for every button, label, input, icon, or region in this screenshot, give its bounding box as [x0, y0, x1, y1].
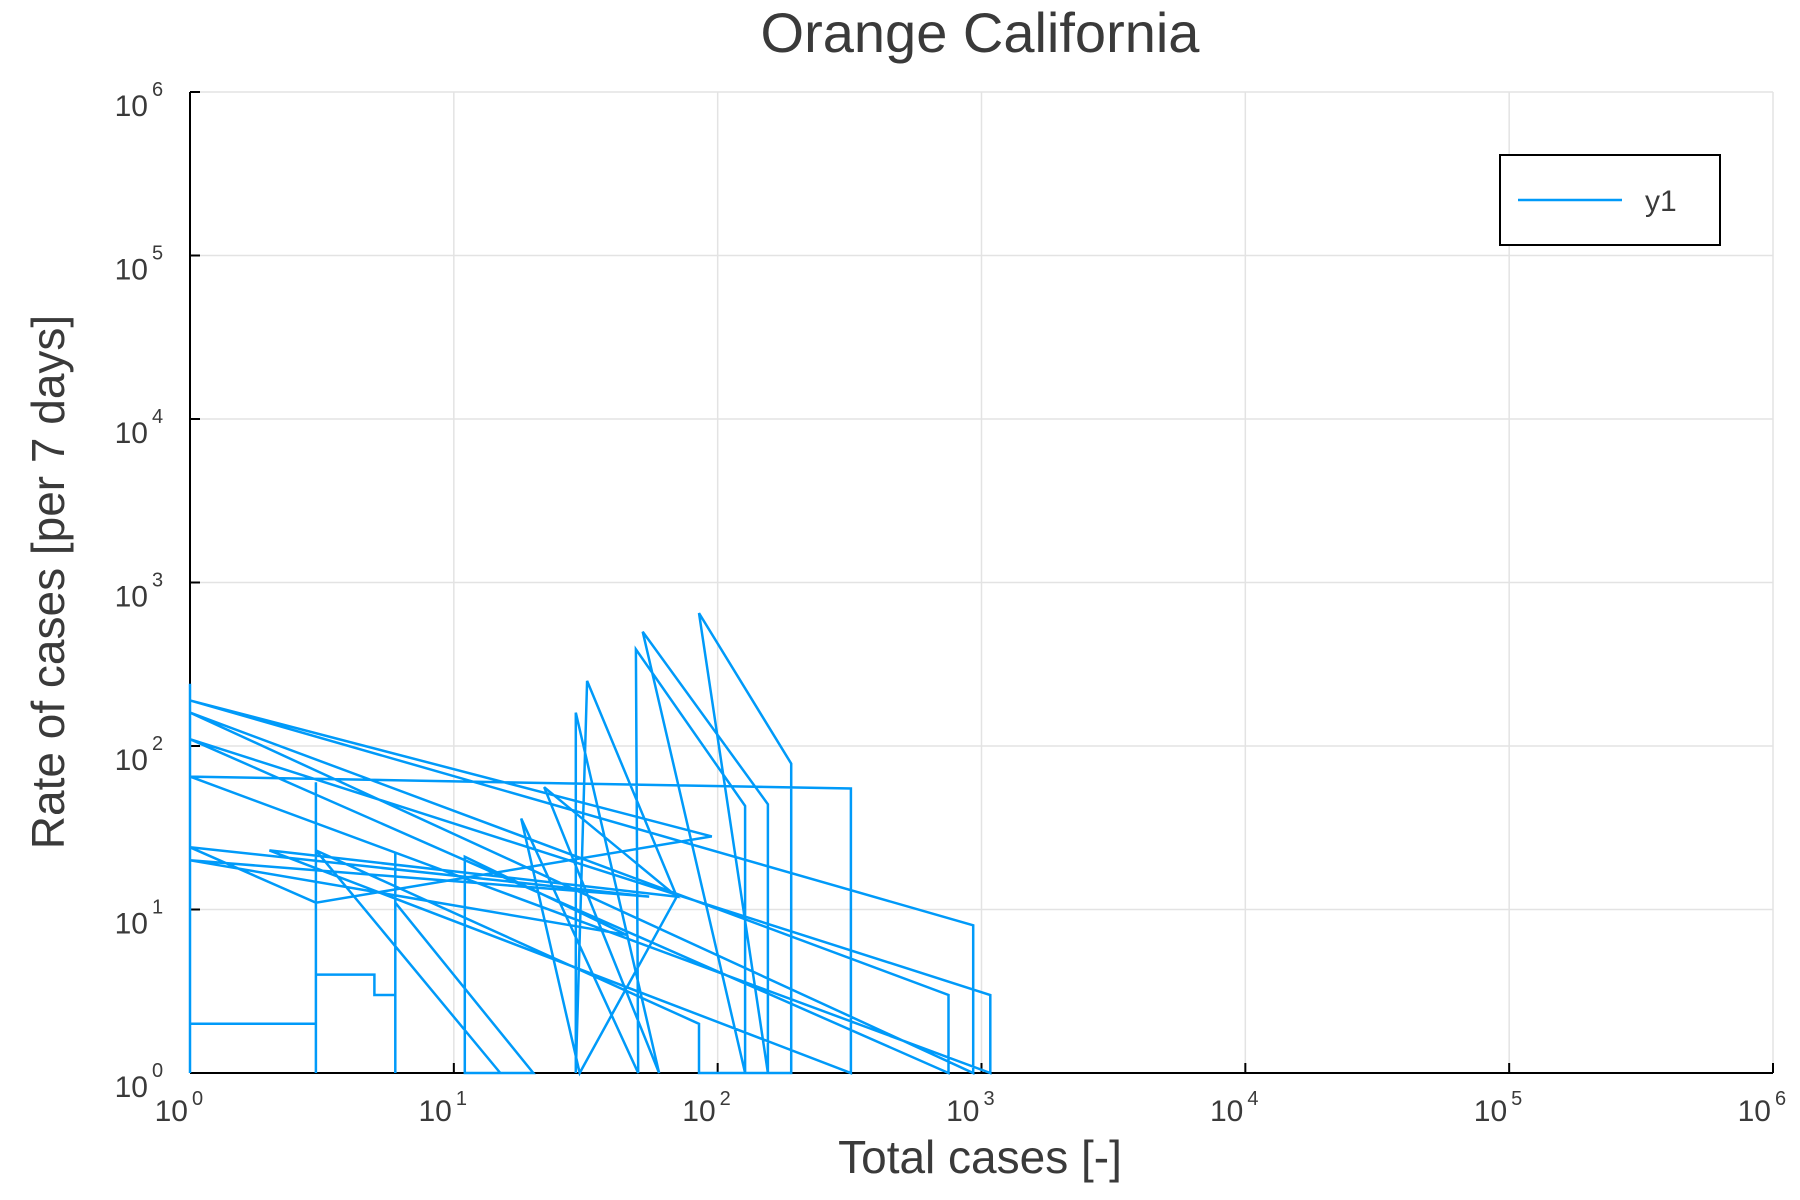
x-axis-label: Total cases [-]: [838, 1131, 1122, 1183]
y-tick-label: 10: [115, 744, 148, 777]
series-line-y1: [188, 612, 992, 1077]
x-tick-label: 10: [946, 1095, 979, 1128]
y-tick-label: 10: [115, 908, 148, 941]
chart-title: Orange California: [761, 1, 1201, 64]
legend-label-y1: y1: [1645, 185, 1677, 218]
y-tick-exponent: 5: [152, 243, 163, 265]
y-tick-exponent: 0: [152, 1060, 163, 1082]
x-tick-label: 10: [682, 1095, 715, 1128]
x-tick-exponent: 0: [192, 1088, 203, 1110]
y-tick-label: 10: [115, 1071, 148, 1104]
legend: y1: [1499, 154, 1721, 246]
x-tick-label: 10: [1474, 1095, 1507, 1128]
x-tick-exponent: 4: [1247, 1088, 1258, 1110]
series-layer: [188, 612, 992, 1077]
x-tick-label: 10: [155, 1095, 188, 1128]
x-tick-labels: 10 0 10 1 10 2 10 3 10 4 10 5 10 6: [155, 1088, 1787, 1128]
y-tick-label: 10: [115, 90, 148, 123]
y-tick-exponent: 1: [152, 897, 163, 919]
x-tick-exponent: 1: [456, 1088, 467, 1110]
y-tick-label: 10: [115, 254, 148, 287]
x-tick-label: 10: [418, 1095, 451, 1128]
x-tick-label: 10: [1210, 1095, 1243, 1128]
x-tick-exponent: 5: [1511, 1088, 1522, 1110]
y-tick-exponent: 4: [152, 406, 163, 428]
y-tick-exponent: 6: [152, 79, 163, 101]
x-tick-exponent: 2: [720, 1088, 731, 1110]
x-tick-label: 10: [1738, 1095, 1771, 1128]
x-tick-exponent: 6: [1775, 1088, 1786, 1110]
y-tick-exponent: 2: [152, 733, 163, 755]
y-tick-exponent: 3: [152, 570, 163, 592]
y-axis-label: Rate of cases [per 7 days]: [22, 315, 74, 849]
y-tick-label: 10: [115, 417, 148, 450]
x-tick-exponent: 3: [984, 1088, 995, 1110]
y-tick-label: 10: [115, 581, 148, 614]
